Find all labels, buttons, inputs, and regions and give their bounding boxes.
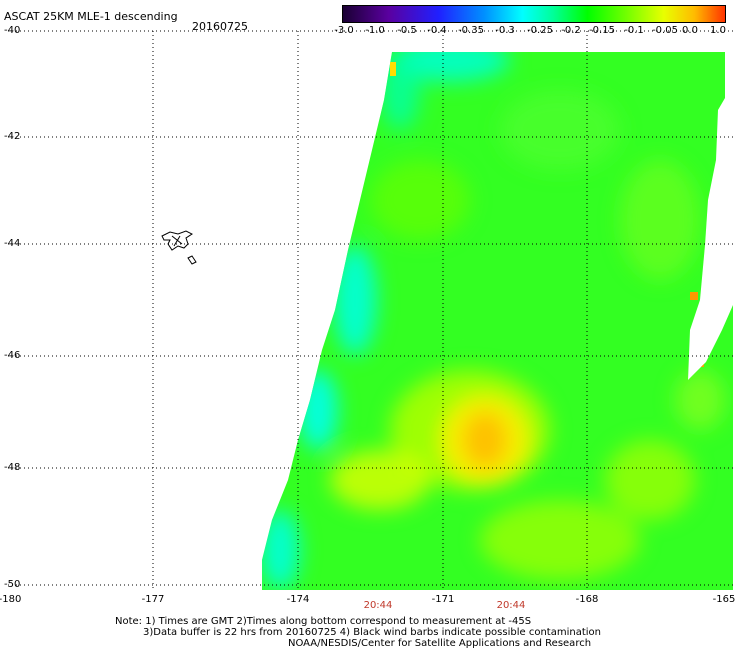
hotspot-pixel (390, 62, 396, 76)
hotspot-pixel (697, 357, 704, 367)
lat-label: -44 (4, 238, 21, 249)
note-line-1: Note: 1) Times are GMT 2)Times along bot… (115, 616, 532, 627)
lon-label: -165 (712, 594, 736, 605)
colorbar-tick: -0.15 (589, 25, 615, 36)
colorbar-tick: -1.0 (365, 25, 385, 36)
lon-label: -180 (0, 594, 22, 605)
lat-label: -50 (4, 579, 21, 590)
lon-label: -174 (286, 594, 310, 605)
colorbar (342, 5, 726, 23)
colorbar-tick: 1.0 (710, 25, 726, 36)
note-line-3: NOAA/NESDIS/Center for Satellite Applica… (288, 638, 592, 649)
lon-label: -168 (575, 594, 599, 605)
lat-label: -40 (4, 25, 21, 36)
pass-time: 20:44 (363, 600, 393, 611)
product-date: 20160725 (192, 20, 248, 33)
pass-time: 20:44 (496, 600, 526, 611)
colorbar-tick: -0.5 (397, 25, 417, 36)
hotspot-pixel (690, 292, 698, 300)
lat-label: -48 (4, 462, 21, 473)
colorbar-tick: 0.0 (682, 25, 698, 36)
colorbar-tick: -0.35 (458, 25, 484, 36)
note-line-2: 3)Data buffer is 22 hrs from 20160725 4)… (143, 627, 601, 638)
lat-label: -46 (4, 350, 21, 361)
lat-label: -42 (4, 131, 21, 142)
product-title: ASCAT 25KM MLE-1 descending (4, 10, 178, 23)
colorbar-tick: -0.1 (624, 25, 644, 36)
graticule (8, 30, 733, 590)
colorbar-tick: -0.2 (561, 25, 581, 36)
island-outline (161, 230, 197, 265)
wind-swath (262, 52, 733, 590)
lon-label: -177 (141, 594, 165, 605)
lon-label: -171 (431, 594, 455, 605)
